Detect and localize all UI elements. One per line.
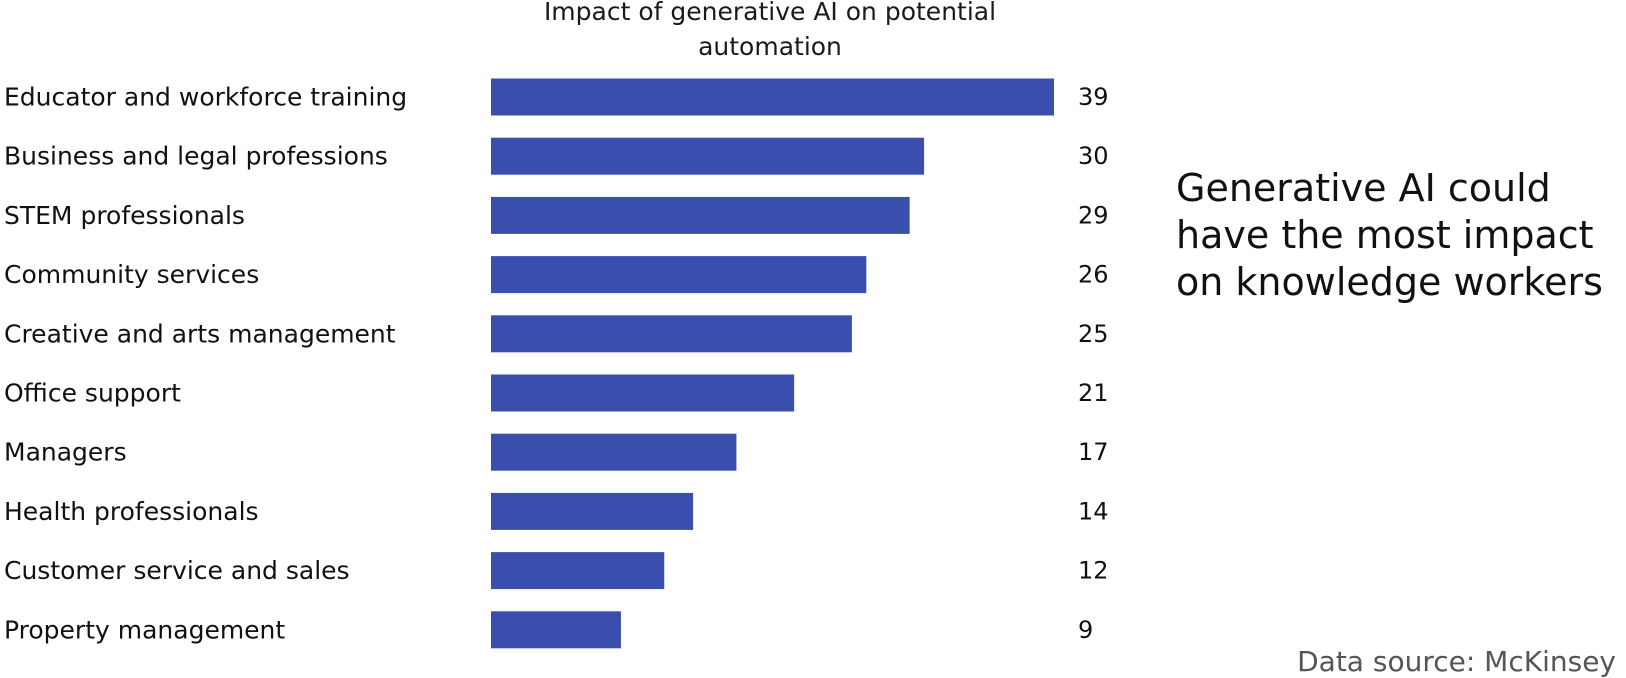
category-label: Customer service and sales: [4, 556, 350, 585]
bar: [491, 374, 795, 412]
data-label: 12: [1078, 557, 1109, 585]
bar: [491, 552, 665, 590]
data-label: 14: [1078, 497, 1109, 525]
callout-text: Generative AI could have the most impact…: [1176, 166, 1603, 304]
category-label: Community services: [4, 260, 259, 289]
data-label: 17: [1078, 438, 1109, 466]
bar: [491, 315, 852, 353]
bar: [491, 196, 910, 234]
bar: [491, 78, 1054, 116]
data-label: 9: [1078, 616, 1093, 644]
bar: [491, 137, 925, 175]
category-label: Business and legal professions: [4, 142, 388, 171]
data-label: 21: [1078, 379, 1109, 407]
category-label: Office support: [4, 379, 181, 408]
bar: [491, 611, 621, 649]
category-label: Health professionals: [4, 497, 259, 526]
category-label: Educator and workforce training: [4, 83, 407, 112]
data-label: 29: [1078, 201, 1109, 229]
category-label: STEM professionals: [4, 201, 245, 230]
category-label: Property management: [4, 615, 285, 644]
data-label: 26: [1078, 261, 1109, 289]
bar-chart: Educator and workforce training 39 Busines…: [4, 78, 1109, 649]
data-label: 30: [1078, 142, 1109, 170]
data-label: 25: [1078, 320, 1109, 348]
bar: [491, 256, 867, 294]
bar: [491, 433, 737, 471]
category-label: Managers: [4, 438, 127, 467]
chart-title: Impact of generative AI on potential aut…: [543, 0, 997, 61]
data-label: 39: [1078, 83, 1109, 111]
bar: [491, 492, 694, 530]
data-source-note: Data source: McKinsey: [1297, 645, 1616, 678]
category-label: Creative and arts management: [4, 319, 396, 348]
